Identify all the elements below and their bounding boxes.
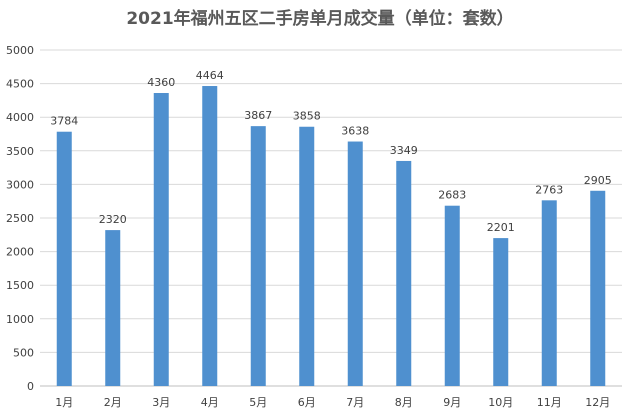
y-tick-label: 4500 — [6, 78, 34, 91]
data-label: 3349 — [390, 144, 418, 157]
bar — [396, 160, 412, 386]
data-label: 2763 — [535, 183, 563, 196]
data-label: 2201 — [487, 221, 515, 234]
bars — [56, 86, 606, 387]
y-tick-label: 1000 — [6, 313, 34, 326]
x-tick-label: 4月 — [201, 396, 219, 409]
data-label: 2320 — [99, 213, 127, 226]
bar — [105, 230, 121, 386]
data-label: 3858 — [293, 110, 321, 123]
data-label: 3867 — [244, 109, 272, 122]
x-tick-label: 10月 — [488, 396, 513, 409]
bar — [541, 200, 557, 386]
y-tick-label: 5000 — [6, 44, 34, 57]
bar — [250, 126, 266, 386]
bar — [153, 93, 169, 387]
bar — [347, 141, 363, 386]
bar — [202, 86, 218, 387]
x-axis-tick-labels: 1月 2月 3月 4月 5月 6月 7月 8月 9月 10月 11月 12月 — [55, 396, 610, 409]
gridlines — [40, 49, 622, 387]
x-tick-label: 3月 — [152, 396, 170, 409]
data-labels: 3784 2320 4360 4464 3867 3858 3638 3349 2683 2201… — [50, 69, 612, 234]
x-tick-label: 9月 — [443, 396, 461, 409]
y-tick-label: 2000 — [6, 246, 34, 259]
data-label: 3784 — [50, 115, 78, 128]
data-label: 2905 — [584, 174, 612, 187]
data-label: 4360 — [147, 76, 175, 89]
chart-title: 2021年福州五区二手房单月成交量（单位：套数） — [126, 8, 513, 29]
data-label: 3638 — [341, 125, 369, 138]
y-tick-label: 500 — [13, 346, 34, 359]
bar — [299, 126, 315, 386]
data-label: 2683 — [438, 189, 466, 202]
x-tick-label: 6月 — [298, 396, 316, 409]
x-tick-label: 7月 — [346, 396, 364, 409]
bar — [590, 190, 606, 386]
bar — [493, 238, 509, 386]
x-tick-label: 11月 — [537, 396, 562, 409]
y-tick-label: 3500 — [6, 145, 34, 158]
y-tick-label: 4000 — [6, 111, 34, 124]
y-tick-label: 2500 — [6, 212, 34, 225]
x-tick-label: 12月 — [585, 396, 610, 409]
y-tick-label: 3000 — [6, 178, 34, 191]
data-label: 4464 — [196, 69, 224, 82]
y-axis-tick-labels: 0 500 1000 1500 2000 2500 3000 3500 4000 4500 5000 — [6, 44, 34, 393]
y-tick-label: 1500 — [6, 279, 34, 292]
x-tick-label: 8月 — [395, 396, 413, 409]
bar — [444, 205, 460, 386]
x-tick-label: 5月 — [249, 396, 267, 409]
bar — [56, 131, 72, 386]
x-tick-label: 2月 — [104, 396, 122, 409]
x-tick-label: 1月 — [55, 396, 73, 409]
y-tick-label: 0 — [27, 380, 34, 393]
